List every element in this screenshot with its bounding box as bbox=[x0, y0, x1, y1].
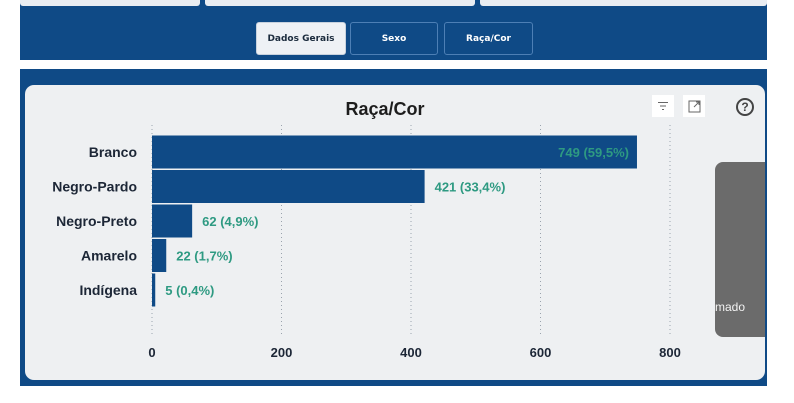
data-label: 749 (59,5%) bbox=[558, 145, 629, 160]
data-label: 62 (4,9%) bbox=[202, 214, 258, 229]
bar bbox=[152, 135, 637, 169]
tab-raca-cor[interactable]: Raça/Cor bbox=[444, 22, 533, 55]
category-label: Negro-Preto bbox=[56, 213, 137, 229]
data-label: 5 (0,4%) bbox=[165, 283, 214, 298]
bar bbox=[152, 204, 193, 238]
tab-sexo[interactable]: Sexo bbox=[350, 22, 438, 55]
data-label: 421 (33,4%) bbox=[435, 180, 506, 195]
bar bbox=[152, 170, 425, 203]
x-tick-label: 200 bbox=[271, 345, 293, 360]
chart-panel-frame: Raça/Cor ? Branco 749 (59,5%) Negro-Pardo 4… bbox=[20, 69, 767, 386]
category-label: Branco bbox=[89, 144, 137, 160]
panel-stub bbox=[480, 0, 767, 6]
focus-mode-icon[interactable] bbox=[683, 95, 705, 117]
panel-stub bbox=[205, 0, 475, 6]
filter-icon[interactable] bbox=[652, 95, 674, 117]
panel-stub bbox=[20, 0, 200, 6]
help-icon[interactable]: ? bbox=[736, 98, 754, 116]
x-tick-label: 600 bbox=[530, 345, 552, 360]
overlay-text: mado bbox=[715, 300, 746, 314]
category-label: Negro-Pardo bbox=[52, 179, 137, 195]
data-label: 22 (1,7%) bbox=[176, 249, 232, 264]
bar-chart: Branco 749 (59,5%) Negro-Pardo 421 (33,4%) N… bbox=[52, 125, 681, 360]
category-label: Indígena bbox=[79, 282, 137, 298]
top-navigation-bar: Dados Gerais Sexo Raça/Cor bbox=[20, 0, 767, 60]
x-tick-label: 800 bbox=[659, 345, 681, 360]
x-tick-label: 0 bbox=[148, 345, 155, 360]
chart-panel: Raça/Cor ? Branco 749 (59,5%) Negro-Pardo 4… bbox=[25, 85, 765, 380]
chart-title: Raça/Cor bbox=[345, 99, 425, 119]
bar bbox=[152, 239, 167, 272]
side-overlay-panel: mado bbox=[715, 162, 765, 337]
bar bbox=[152, 273, 156, 307]
category-label: Amarelo bbox=[81, 248, 137, 264]
x-tick-label: 400 bbox=[400, 345, 422, 360]
tab-dados-gerais[interactable]: Dados Gerais bbox=[256, 22, 346, 55]
